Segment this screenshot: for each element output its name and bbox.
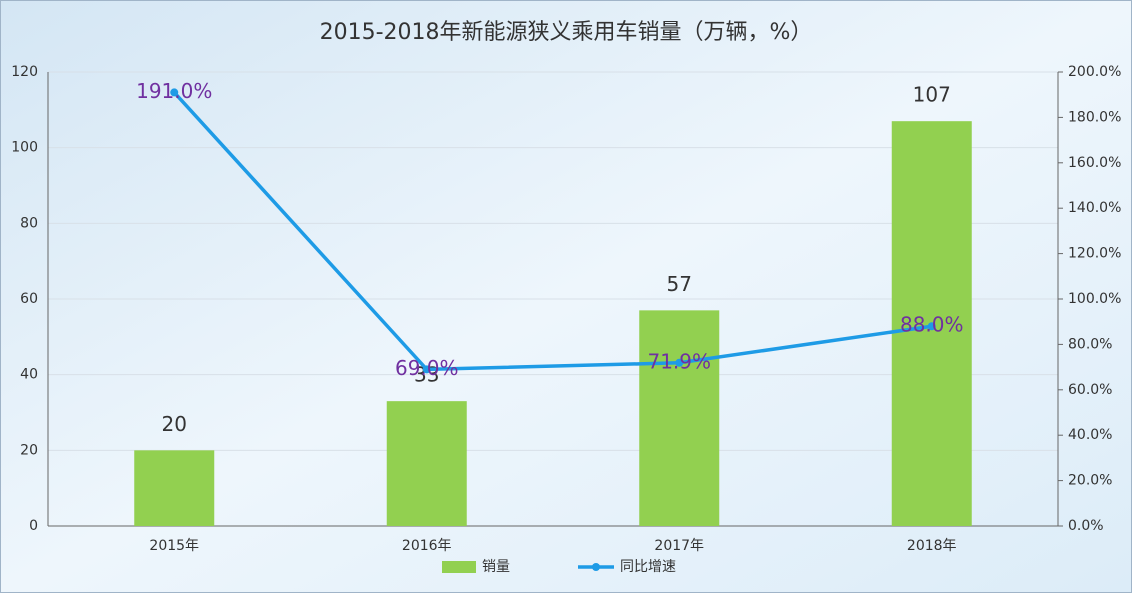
chart-title: 2015-2018年新能源狭义乘用车销量（万辆，%） — [320, 20, 813, 45]
legend-marker — [592, 563, 600, 571]
y-tick-label: 40 — [20, 367, 38, 383]
line-value-label: 71.9% — [647, 349, 711, 373]
line-value-label: 69.0% — [395, 356, 459, 380]
line-value-label: 88.0% — [900, 313, 964, 337]
bar — [386, 401, 467, 526]
bar — [134, 450, 215, 526]
y2-tick-label: 0.0% — [1068, 518, 1104, 534]
bar-value-label: 107 — [913, 83, 951, 107]
x-tick-label: 2015年 — [149, 538, 199, 554]
y2-tick-label: 140.0% — [1068, 200, 1121, 216]
bar-value-label: 57 — [667, 272, 692, 296]
line-point — [675, 358, 684, 367]
legend-swatch — [442, 561, 476, 573]
y2-tick-label: 120.0% — [1068, 246, 1121, 262]
bar — [639, 310, 720, 526]
y-tick-label: 80 — [20, 215, 38, 231]
y2-tick-label: 100.0% — [1068, 291, 1121, 307]
line-point — [422, 365, 431, 374]
x-tick-label: 2017年 — [654, 538, 704, 554]
y2-tick-label: 160.0% — [1068, 155, 1121, 171]
y2-tick-label: 200.0% — [1068, 64, 1121, 80]
y2-tick-label: 80.0% — [1068, 336, 1112, 352]
x-tick-label: 2016年 — [402, 538, 452, 554]
y2-tick-label: 180.0% — [1068, 109, 1121, 125]
line-point — [170, 88, 179, 97]
y-tick-label: 20 — [20, 442, 38, 458]
line-value-label: 191.0% — [136, 79, 212, 103]
y-tick-label: 120 — [11, 64, 38, 80]
x-tick-label: 2018年 — [907, 538, 957, 554]
y-tick-label: 60 — [20, 291, 38, 307]
y-tick-label: 100 — [11, 140, 38, 156]
legend-label: 同比增速 — [620, 559, 676, 575]
y2-tick-label: 40.0% — [1068, 427, 1112, 443]
y2-tick-label: 60.0% — [1068, 382, 1112, 398]
y-tick-label: 0 — [29, 518, 38, 534]
y2-tick-label: 20.0% — [1068, 473, 1112, 489]
line-point — [927, 322, 936, 331]
line — [172, 91, 933, 372]
legend-label: 销量 — [482, 559, 510, 575]
bar-value-label: 20 — [162, 412, 187, 436]
